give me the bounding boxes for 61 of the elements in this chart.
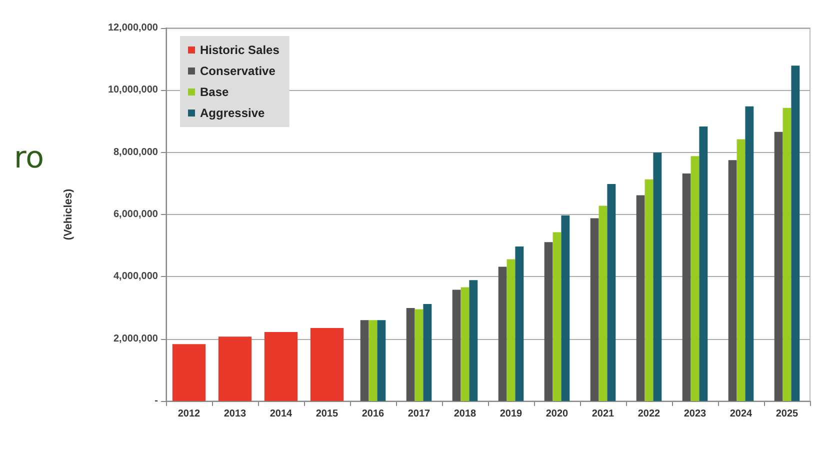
y-tick-label: 8,000,000 <box>114 146 158 158</box>
bar <box>774 132 783 401</box>
y-tick-label: 2,000,000 <box>114 333 158 344</box>
bar <box>498 266 507 401</box>
legend-label: Conservative <box>200 64 276 78</box>
bar <box>636 195 645 401</box>
legend-label: Base <box>200 85 230 99</box>
bar <box>590 218 599 401</box>
bar <box>172 344 206 401</box>
x-tick-label: 2014 <box>270 408 293 420</box>
bar <box>598 206 608 401</box>
legend-label: Aggressive <box>200 106 266 120</box>
bar <box>644 179 654 401</box>
bar <box>452 290 461 401</box>
bar <box>653 152 662 401</box>
x-tick-label: 2015 <box>316 408 339 420</box>
bar <box>561 215 570 401</box>
bar <box>406 308 415 401</box>
x-tick-label: 2020 <box>546 408 569 420</box>
text: ro <box>14 140 44 176</box>
bar <box>469 280 478 401</box>
x-tick-label: 2012 <box>178 408 201 420</box>
x-tick-label: 2025 <box>776 408 799 420</box>
y-tick-label: - <box>154 396 158 406</box>
bar <box>360 320 369 401</box>
x-tick-label: 2021 <box>592 408 615 420</box>
bar <box>515 246 524 401</box>
bar <box>690 156 700 401</box>
bar <box>745 106 754 401</box>
bar <box>423 304 432 401</box>
bar <box>699 126 708 401</box>
bar <box>310 328 344 401</box>
bar <box>264 332 298 401</box>
bar <box>791 66 800 401</box>
x-tick-label: 2013 <box>224 408 247 420</box>
x-tick-label: 2018 <box>454 408 477 420</box>
y-tick-label: 12,000,000 <box>108 22 158 34</box>
bar <box>736 139 746 401</box>
y-tick-label: 10,000,000 <box>108 84 158 96</box>
x-tick-label: 2016 <box>362 408 385 420</box>
x-tick-label: 2023 <box>684 408 707 420</box>
bar <box>460 287 470 401</box>
bar <box>414 309 424 401</box>
bar <box>544 242 553 401</box>
bar <box>552 232 562 401</box>
bar <box>728 160 737 401</box>
bar <box>682 173 691 401</box>
bar <box>218 336 252 401</box>
bar <box>377 320 386 401</box>
bar <box>607 184 616 401</box>
y-tick-label: 6,000,000 <box>114 209 158 220</box>
legend-label: Historic Sales <box>200 43 280 57</box>
y-axis-title: (Vehicles) <box>62 188 74 240</box>
x-tick-label: 2022 <box>638 408 661 420</box>
x-tick-label: 2024 <box>730 408 753 420</box>
bar <box>506 259 516 401</box>
x-tick-label: 2017 <box>408 408 431 420</box>
x-tick-label: 2019 <box>500 408 523 420</box>
y-tick-label: 4,000,000 <box>114 271 158 282</box>
bar <box>368 320 378 401</box>
bar <box>782 108 792 401</box>
